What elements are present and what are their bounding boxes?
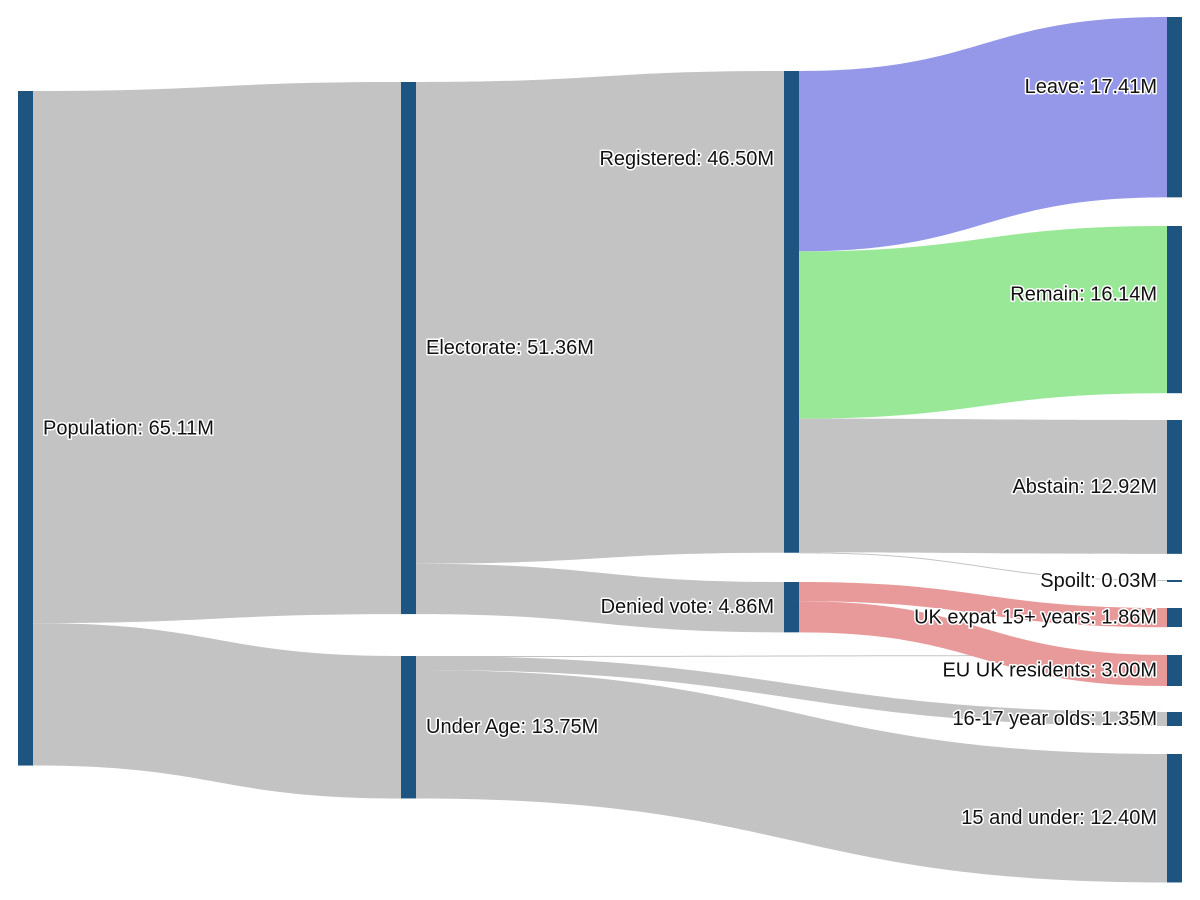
- link-electorate-to-registered: [416, 71, 784, 564]
- link-denied_vote-to-eu_uk_residents: [799, 601, 1167, 687]
- link-under_age-to-age_15_under: [416, 669, 1167, 883]
- link-electorate-to-denied_vote: [416, 563, 784, 633]
- node-electorate: [401, 82, 416, 615]
- link-population-to-electorate: [33, 82, 401, 624]
- node-abstain: [1167, 420, 1182, 554]
- link-registered-to-leave: [799, 17, 1167, 252]
- label-uk_expat: UK expat 15+ years: 1.86M: [914, 607, 1157, 629]
- link-population-to-under_age: [33, 623, 401, 799]
- label-age_15_under: 15 and under: 12.40M: [961, 807, 1157, 829]
- node-population: [18, 91, 33, 766]
- label-registered: Registered: 46.50M: [599, 148, 774, 170]
- link-registered-to-spoilt: [799, 552, 1167, 581]
- node-age_15_under: [1167, 754, 1182, 883]
- node-under_age: [401, 656, 416, 799]
- label-denied_vote: Denied vote: 4.86M: [601, 596, 774, 618]
- node-denied_vote: [784, 582, 799, 633]
- node-leave: [1167, 17, 1182, 198]
- sankey-labels: Population: 65.11M Electorate: 51.36M Unde…: [42, 75, 1159, 831]
- label-electorate: Electorate: 51.36M: [426, 337, 594, 359]
- node-remain: [1167, 226, 1182, 394]
- sankey-nodes: [18, 17, 1182, 883]
- node-age_16_17: [1167, 712, 1182, 726]
- node-eu_uk_residents: [1167, 655, 1182, 686]
- label-spoilt: Spoilt: 0.03M: [1040, 570, 1157, 592]
- node-spoilt: [1167, 580, 1182, 582]
- label-age_16_17: 16-17 year olds: 1.35M: [952, 708, 1157, 730]
- link-registered-to-abstain: [799, 418, 1167, 554]
- link-under_age-to-age_16_17: [416, 656, 1167, 726]
- link-registered-to-remain: [799, 226, 1167, 419]
- label-population: Population: 65.11M: [43, 417, 214, 439]
- label-eu_uk_residents: EU UK residents: 3.00M: [942, 660, 1157, 682]
- link-denied_vote-to-uk_expat: [799, 582, 1167, 628]
- node-registered: [784, 71, 799, 553]
- sankey-links: [33, 17, 1167, 883]
- label-remain: Remain: 16.14M: [1010, 284, 1157, 306]
- label-leave: Leave: 17.41M: [1025, 76, 1157, 98]
- label-under_age: Under Age: 13.75M: [426, 716, 598, 738]
- label-abstain: Abstain: 12.92M: [1012, 476, 1157, 498]
- node-uk_expat: [1167, 608, 1182, 627]
